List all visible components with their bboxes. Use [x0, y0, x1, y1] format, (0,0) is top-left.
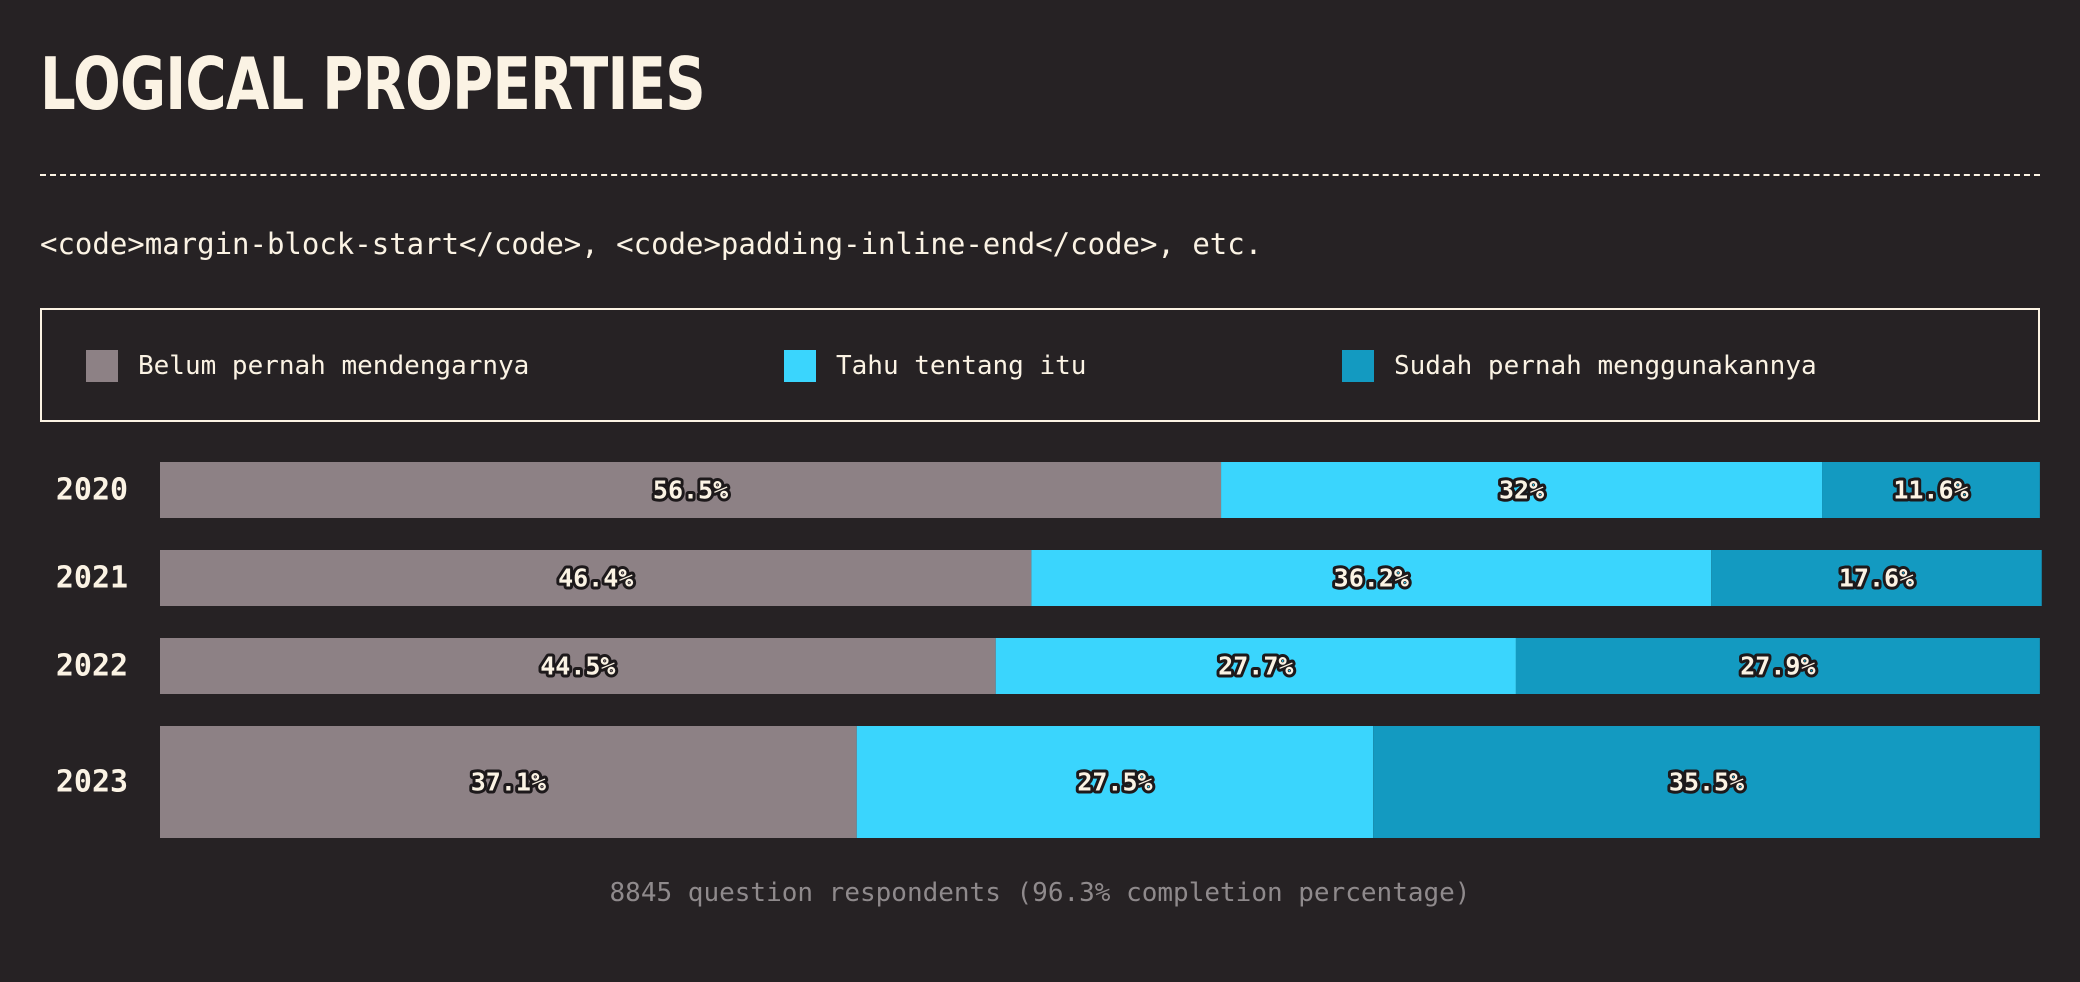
data-label-2023-2: 27.5%	[1077, 768, 1152, 797]
data-label-2021-2: 36.2%	[1334, 564, 1409, 593]
bar-segment-2020-2[interactable]	[1221, 462, 1823, 518]
year-label-2023: 2023	[56, 765, 128, 800]
legend-label-used: Sudah pernah menggunakannya	[1394, 351, 1817, 381]
legend-label-never-heard: Belum pernah mendengarnya	[138, 351, 530, 381]
legend-swatch-never-heard	[86, 350, 118, 382]
data-label-2020-2: 32%	[1499, 476, 1544, 505]
data-label-2022-3: 27.9%	[1740, 652, 1815, 681]
title-divider	[40, 174, 2040, 176]
bar-segment-2022-1[interactable]	[160, 638, 996, 694]
data-label-2022-1: 44.5%	[540, 652, 615, 681]
legend-swatch-used	[1342, 350, 1374, 382]
bar-segment-2022-3[interactable]	[1515, 638, 2040, 694]
page-subtitle: <code>margin-block-start</code>, <code>p…	[40, 227, 1263, 261]
bar-segment-2020-1[interactable]	[160, 462, 1222, 518]
bar-segment-2023-1[interactable]	[160, 726, 857, 838]
bar-segment-2021-1[interactable]	[160, 550, 1032, 606]
data-label-2020-1: 56.5%	[653, 476, 728, 505]
data-label-2022-2: 27.7%	[1218, 652, 1293, 681]
bar-segment-2023-2[interactable]	[856, 726, 1374, 838]
bar-segment-2021-3[interactable]	[1711, 550, 2042, 606]
legend-swatch-know-about	[784, 350, 816, 382]
respondents-note: 8845 question respondents (96.3% complet…	[609, 878, 1471, 908]
legend-item-never-heard[interactable]: Belum pernah mendengarnya	[86, 350, 529, 382]
data-label-2021-1: 46.4%	[558, 564, 633, 593]
legend-item-used[interactable]: Sudah pernah menggunakannya	[1342, 350, 1817, 382]
data-label-2023-1: 37.1%	[471, 768, 546, 797]
year-label-2022: 2022	[56, 649, 128, 684]
bar-segment-2020-3[interactable]	[1822, 462, 2040, 518]
legend-label-know-about: Tahu tentang itu	[836, 351, 1087, 381]
data-label-2020-3: 11.6%	[1893, 476, 1968, 505]
chart-legend: Belum pernah mendengarnya Tahu tentang i…	[40, 308, 2040, 422]
year-label-2020: 2020	[56, 473, 128, 508]
data-label-2021-3: 17.6%	[1839, 564, 1914, 593]
bar-segment-2022-2[interactable]	[995, 638, 1516, 694]
data-label-2023-3: 35.5%	[1669, 768, 1744, 797]
legend-item-know-about[interactable]: Tahu tentang itu	[784, 350, 1086, 382]
bar-segment-2021-2[interactable]	[1031, 550, 1712, 606]
bar-segment-2023-3[interactable]	[1373, 726, 2040, 838]
year-label-2021: 2021	[56, 561, 128, 596]
page-title: LOGICAL PROPERTIES	[40, 42, 706, 126]
